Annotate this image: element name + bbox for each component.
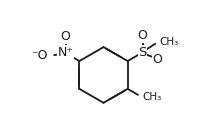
Text: ⁻O: ⁻O — [31, 49, 48, 62]
Text: O: O — [138, 29, 148, 42]
Text: CH₃: CH₃ — [142, 92, 161, 102]
Text: N⁺: N⁺ — [58, 46, 74, 59]
Text: S: S — [138, 46, 147, 59]
Text: O: O — [152, 53, 162, 66]
Text: O: O — [61, 30, 71, 43]
Text: CH₃: CH₃ — [159, 37, 178, 47]
